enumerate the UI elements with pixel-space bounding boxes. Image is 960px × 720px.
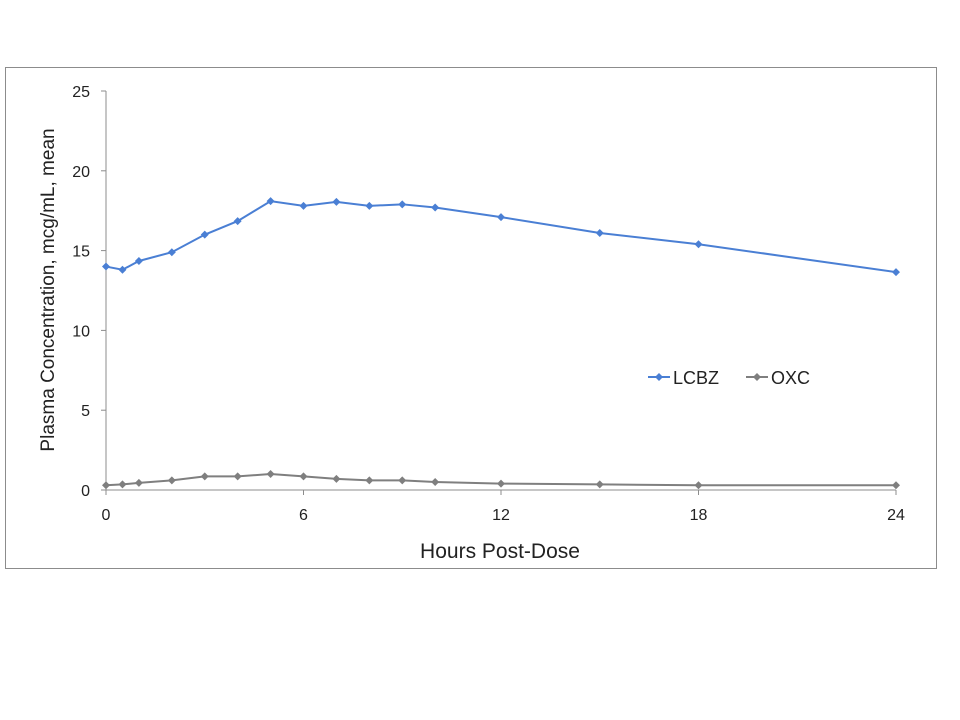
- y-tick-label: 5: [81, 403, 90, 420]
- data-point: [299, 472, 308, 481]
- data-point: [233, 217, 242, 226]
- data-point: [233, 472, 242, 481]
- data-point: [167, 476, 176, 485]
- data-point: [266, 197, 275, 206]
- y-axis-label: Plasma Concentration, mcg/mL, mean: [38, 128, 59, 451]
- y-tick-label: 25: [72, 84, 90, 101]
- series-lcbz: [102, 197, 900, 277]
- series-line: [105, 200, 897, 274]
- data-point: [892, 268, 900, 277]
- legend-marker: [655, 373, 663, 381]
- y-tick-label: 10: [72, 323, 90, 340]
- data-point: [332, 197, 341, 206]
- data-point: [694, 240, 703, 249]
- data-point: [892, 481, 900, 490]
- x-tick-label: 24: [887, 507, 905, 524]
- data-point: [431, 203, 440, 212]
- data-point: [200, 230, 209, 239]
- data-point: [398, 476, 407, 485]
- data-point: [398, 200, 407, 209]
- x-tick-label: 6: [299, 507, 308, 524]
- y-tick-label: 15: [72, 244, 90, 261]
- data-point: [595, 229, 604, 238]
- chart-frame: [5, 67, 937, 569]
- data-point: [431, 478, 440, 487]
- data-point: [694, 481, 703, 490]
- data-point: [118, 480, 127, 489]
- data-point: [332, 474, 341, 483]
- series-line: [105, 473, 896, 487]
- data-point: [118, 265, 127, 274]
- legend-label: LCBZ: [673, 368, 719, 388]
- data-point: [365, 201, 374, 210]
- data-point: [134, 478, 143, 487]
- series-oxc: [102, 470, 900, 490]
- legend-item-lcbz: LCBZ: [648, 368, 719, 388]
- legend-item-oxc: OXC: [746, 368, 810, 388]
- data-point: [134, 256, 143, 265]
- x-tick-label: 12: [492, 507, 510, 524]
- data-point: [102, 481, 110, 490]
- x-tick-label: 18: [690, 507, 708, 524]
- data-point: [299, 201, 308, 210]
- data-point: [497, 213, 505, 222]
- data-point: [102, 262, 110, 271]
- data-point: [266, 470, 275, 479]
- legend-marker: [753, 373, 761, 381]
- x-tick-label: 0: [102, 507, 111, 524]
- legend-label: OXC: [771, 368, 810, 388]
- data-point: [595, 480, 604, 489]
- data-point: [200, 472, 209, 481]
- y-tick-label: 0: [81, 483, 90, 500]
- y-tick-label: 20: [72, 164, 90, 181]
- data-point: [497, 479, 505, 488]
- x-axis-label: Hours Post-Dose: [420, 540, 580, 563]
- data-point: [365, 476, 374, 485]
- data-point: [167, 248, 176, 257]
